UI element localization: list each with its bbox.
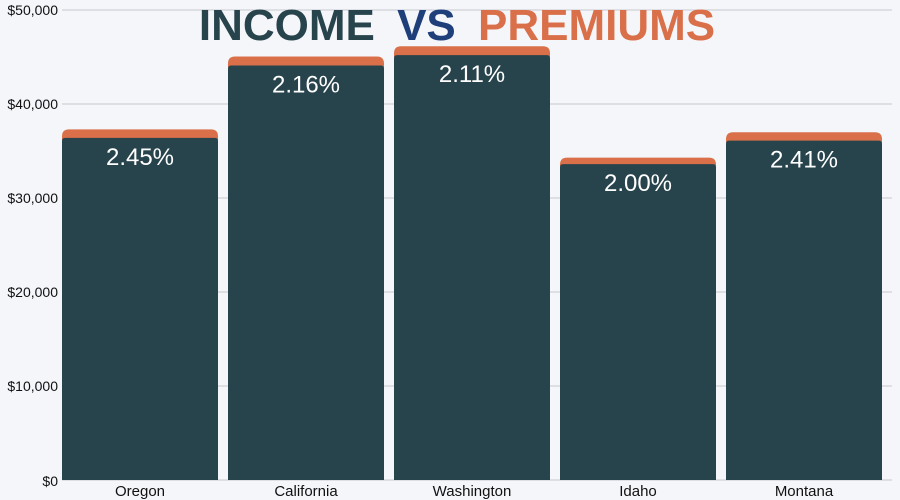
title-income: INCOME [199,1,375,50]
income-bar [62,137,218,480]
y-tick-label: $40,000 [7,96,58,112]
premium-bar [726,132,882,143]
label-layer: 2.45% Oregon 2.16% California 2.11% Washingto… [106,61,838,500]
y-tick-label: $10,000 [7,378,58,394]
x-tick-label: Montana [775,483,834,500]
y-tick-label: $20,000 [7,284,58,300]
chart-title: INCOME VS PREMIUMS [199,1,715,50]
income-bar [228,65,384,481]
income-bar [394,55,550,481]
income-bar [560,164,716,480]
data-label: 2.16% [272,71,340,98]
x-tick-label: Oregon [115,483,165,500]
x-tick-label: Washington [433,483,512,500]
data-label: 2.11% [439,61,505,88]
y-tick-label: $50,000 [7,2,58,18]
bar-layer [62,46,882,481]
income-bar [726,140,882,480]
y-tick-label: $0 [42,473,58,489]
premium-bar [62,129,218,140]
premium-bar [394,46,550,58]
x-tick-label: Idaho [619,483,657,500]
data-label: 2.00% [604,170,672,197]
title-vs: VS [397,1,456,50]
premium-bar [228,56,384,68]
data-label: 2.41% [770,147,838,174]
premium-bar [560,157,716,167]
y-tick-label: $30,000 [7,190,58,206]
title-premiums: PREMIUMS [478,1,715,50]
data-label: 2.45% [106,144,174,171]
x-tick-label: California [274,483,338,500]
